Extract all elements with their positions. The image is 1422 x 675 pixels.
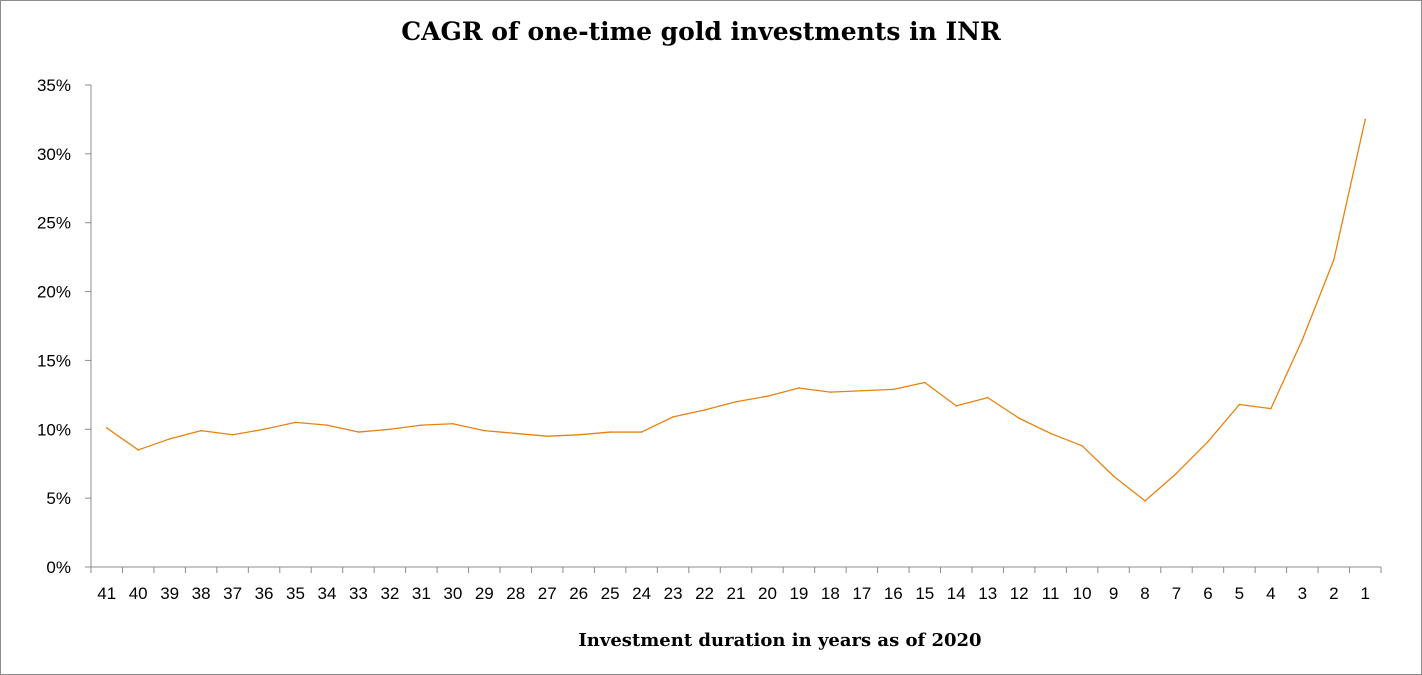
x-tick-label: 37	[223, 584, 242, 603]
data-point	[735, 400, 737, 403]
x-tick-label: 33	[349, 584, 368, 603]
data-point	[703, 409, 706, 411]
data-point	[420, 424, 423, 426]
data-point	[1364, 118, 1367, 121]
x-tick-label: 14	[947, 584, 966, 603]
x-tick-label: 21	[727, 584, 746, 603]
x-tick-label: 10	[1073, 584, 1092, 603]
x-tick-label: 17	[852, 584, 871, 603]
data-point	[546, 435, 549, 437]
x-tick-label: 36	[255, 584, 274, 603]
x-tick-label: 31	[412, 584, 431, 603]
y-tick-label: 30%	[37, 145, 71, 164]
x-tick-label: 28	[506, 584, 525, 603]
data-point	[766, 395, 769, 398]
x-tick-label: 7	[1172, 584, 1181, 603]
data-point	[263, 428, 265, 431]
x-tick-label: 18	[821, 584, 840, 603]
data-point	[923, 381, 926, 384]
x-tick-label: 1	[1361, 584, 1370, 603]
data-point	[892, 388, 895, 391]
x-tick-label: 30	[443, 584, 462, 603]
data-point	[609, 431, 611, 433]
data-point	[1175, 472, 1178, 475]
chart-title: CAGR of one-time gold investments in INR	[401, 17, 1001, 46]
data-point	[1049, 432, 1052, 435]
x-tick-label: 9	[1109, 584, 1118, 603]
data-point	[452, 422, 454, 425]
x-tick-label: 5	[1235, 584, 1244, 603]
x-axis: 41 40 39 38 37 36 35 34 33 32 31 30 29 28 27 26 25 24 23 22…	[90, 566, 1382, 603]
data-point	[200, 429, 202, 432]
data-point	[294, 421, 297, 424]
data-point	[672, 416, 674, 418]
x-tick-label: 2	[1329, 584, 1338, 603]
y-tick-label: 35%	[37, 76, 71, 95]
x-tick-label: 39	[160, 584, 179, 603]
x-tick-label: 26	[569, 584, 588, 603]
y-tick-label: 10%	[37, 420, 71, 439]
x-tick-label: 34	[318, 584, 337, 603]
data-point	[1081, 445, 1083, 447]
x-tick-label: 3	[1298, 584, 1307, 603]
x-tick-label: 29	[475, 584, 494, 603]
x-tick-label: 13	[978, 584, 997, 603]
data-point	[577, 433, 580, 436]
x-axis-title: Investment duration in years as of 2020	[578, 630, 982, 651]
x-tick-label: 16	[884, 584, 903, 603]
x-tick-label: 22	[695, 584, 714, 603]
y-axis: 0% 5% 10% 15% 20% 25% 30% 35%	[37, 76, 92, 577]
x-tick-label: 24	[632, 584, 651, 603]
data-point	[1301, 338, 1304, 341]
x-tick-label: 41	[97, 584, 116, 603]
data-point	[326, 424, 328, 426]
series-line	[106, 119, 1366, 502]
x-tick-label: 19	[789, 584, 808, 603]
x-tick-label: 4	[1266, 584, 1275, 603]
data-point	[955, 405, 958, 407]
data-point	[798, 387, 800, 389]
y-tick-label: 0%	[46, 558, 71, 577]
data-point	[640, 431, 643, 433]
y-tick-label: 5%	[46, 489, 71, 508]
x-tick-label: 23	[664, 584, 683, 603]
y-tick-label: 15%	[37, 351, 71, 370]
x-tick-label: 15	[915, 584, 934, 603]
data-point	[1333, 259, 1335, 261]
data-point	[514, 432, 517, 435]
x-tick-label: 38	[192, 584, 211, 603]
y-tick-label: 20%	[37, 283, 71, 302]
x-tick-label: 12	[1010, 584, 1029, 603]
data-point	[168, 438, 171, 440]
x-tick-label: 11	[1042, 584, 1060, 603]
x-tick-label: 35	[286, 584, 305, 603]
x-tick-label: 25	[601, 584, 620, 603]
data-point	[1144, 500, 1146, 502]
data-point	[231, 433, 234, 436]
data-point	[105, 427, 108, 429]
series-layer	[105, 118, 1367, 502]
data-point	[1238, 403, 1241, 406]
y-tick-label: 25%	[37, 214, 71, 233]
data-point	[1270, 407, 1272, 410]
x-tick-label: 8	[1140, 584, 1149, 603]
data-point	[986, 396, 989, 399]
data-point	[1018, 417, 1020, 420]
data-point	[389, 428, 391, 431]
x-tick-label: 6	[1203, 584, 1212, 603]
data-point	[357, 431, 360, 433]
x-tick-label: 32	[380, 584, 399, 603]
data-point	[829, 391, 832, 393]
data-point	[1207, 440, 1209, 443]
x-tick-label: 40	[129, 584, 148, 603]
data-point	[1112, 475, 1115, 477]
x-tick-label: 20	[758, 584, 777, 603]
data-point	[861, 389, 863, 392]
data-point	[483, 429, 486, 432]
x-tick-label: 27	[538, 584, 557, 603]
data-point	[137, 449, 139, 451]
